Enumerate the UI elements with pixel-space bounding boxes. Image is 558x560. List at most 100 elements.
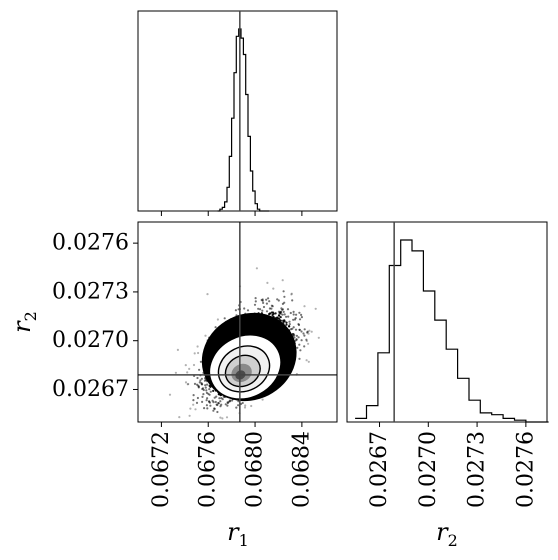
scatter-point (281, 313, 284, 316)
scatter-point (187, 382, 190, 386)
scatter-point (292, 310, 295, 313)
scatter-point (216, 403, 219, 407)
density-contour (217, 345, 271, 393)
scatter-point (277, 299, 280, 302)
scatter-point (184, 381, 188, 384)
r1-histogram-steps (217, 28, 270, 212)
scatter-point (219, 416, 222, 419)
scatter-point (231, 399, 234, 402)
scatter-point (201, 395, 204, 398)
scatter-point (244, 404, 247, 407)
scatter-point (298, 328, 301, 331)
scatter-point (189, 407, 192, 410)
scatter-point (197, 351, 200, 355)
scatter-point (265, 302, 268, 305)
scatter-point (205, 389, 208, 392)
scatter-point (293, 336, 296, 339)
scatter-point (294, 328, 298, 331)
scatter-point (298, 311, 301, 314)
scatter-point (200, 382, 203, 385)
scatter-point (209, 404, 212, 407)
scatter-point (196, 396, 199, 400)
scatter-point (303, 334, 306, 337)
r2-marginal-histogram: 0.0267 0.0270 0.0273 0.0276 r2 (346, 221, 549, 550)
scatter-point (236, 428, 238, 430)
scatter-point (250, 404, 253, 408)
scatter-point (192, 363, 196, 367)
scatter-point (294, 317, 297, 320)
scatter-point (206, 383, 209, 386)
scatter-point (213, 396, 216, 399)
scatter-point (270, 311, 274, 314)
scatter-point (283, 295, 286, 298)
y-tick-label: 0.0276 (52, 231, 129, 256)
scatter-point (267, 297, 270, 300)
scatter-point (305, 359, 308, 362)
scatter-point (176, 348, 179, 351)
scatter-point (298, 343, 301, 346)
scatter-point (223, 317, 226, 320)
scatter-point (254, 300, 257, 303)
scatter-point (195, 401, 199, 404)
r2-marginal-x-ticks: 0.0267 0.0270 0.0273 0.0276 (367, 422, 538, 508)
scatter-point (214, 400, 217, 404)
scatter-point (255, 267, 258, 270)
scatter-point (276, 298, 279, 301)
scatter-point (305, 338, 308, 341)
scatter-point (212, 409, 215, 412)
density-contour (208, 334, 282, 400)
scatter-point (212, 389, 215, 392)
r2-marginal-frame (346, 221, 548, 423)
scatter-point (282, 310, 285, 313)
scatter-point (203, 407, 206, 410)
scatter-point (192, 403, 195, 406)
joint-frame (137, 221, 338, 423)
scatter-point (205, 391, 208, 394)
scatter-point (295, 313, 298, 316)
scatter-point (246, 309, 250, 312)
scatter-point (200, 377, 203, 380)
scatter-point (261, 398, 264, 401)
scatter-point (216, 410, 219, 414)
scatter-point (194, 408, 197, 411)
x-tick-label: 0.0676 (196, 431, 221, 508)
scatter-point (208, 393, 211, 396)
scatter-point (193, 382, 197, 385)
y-tick-label: 0.0270 (52, 328, 129, 353)
scatter-point (300, 330, 303, 333)
scatter-point (289, 311, 292, 315)
scatter-point (303, 305, 306, 308)
scatter-point (278, 314, 281, 317)
scatter-point (261, 309, 264, 312)
scatter-point (235, 406, 238, 409)
scatter-point (226, 404, 229, 407)
scatter-point (198, 368, 201, 371)
scatter-point (265, 310, 269, 313)
scatter-point (201, 387, 205, 390)
scatter-point (205, 399, 208, 402)
scatter-point (303, 345, 306, 348)
scatter-point (186, 383, 189, 386)
scatter-point (188, 367, 191, 370)
scatter-point (206, 397, 209, 400)
scatter-point (208, 401, 211, 404)
y-tick-label: 0.0267 (52, 377, 129, 402)
density-contour (224, 354, 261, 388)
scatter-point (205, 404, 208, 407)
scatter-point (202, 393, 205, 396)
scatter-point (213, 407, 216, 410)
scatter-point (266, 281, 269, 284)
scatter-point (174, 371, 177, 374)
scatter-point (281, 308, 284, 311)
scatter-point (283, 301, 286, 304)
r2-histogram-steps (355, 239, 549, 423)
scatter-point (198, 381, 201, 384)
scatter-point (237, 404, 240, 407)
scatter-point (288, 320, 291, 323)
scatter-point (305, 339, 308, 343)
scatter-point (300, 313, 303, 316)
scatter-point (193, 352, 196, 355)
scatter-point (262, 301, 265, 304)
scatter-point (283, 313, 286, 316)
